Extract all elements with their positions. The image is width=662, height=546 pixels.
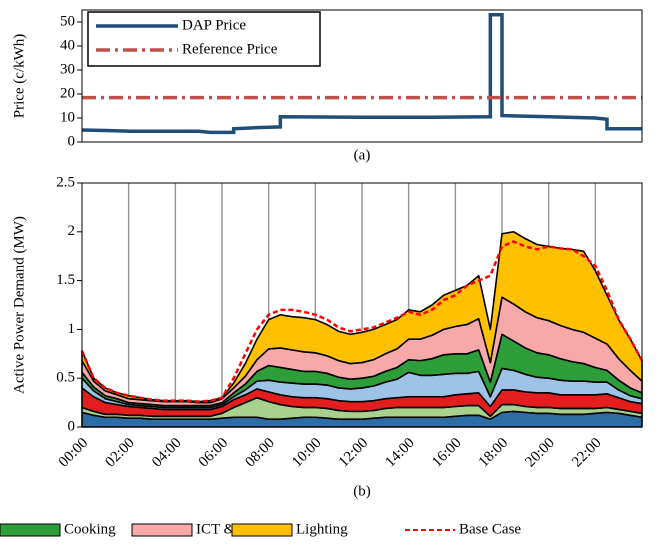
x-tick-label: 16:00: [429, 435, 464, 470]
x-tick-label: 22:00: [569, 435, 604, 470]
x-tick-label: 10:00: [289, 435, 324, 470]
plot-frame: [81, 9, 643, 143]
y-tick-label: 2.5: [56, 174, 75, 190]
x-tick-label: 14:00: [382, 435, 417, 470]
y-axis-label: Active Power Demand (MW): [11, 216, 27, 394]
x-tick-label: 18:00: [476, 435, 511, 470]
y-tick-label: 1: [68, 321, 76, 337]
x-tick-label: 02:00: [102, 435, 137, 470]
y-tick-label: 0.5: [56, 370, 75, 386]
panel-label: (b): [353, 483, 371, 499]
y-axis-label: Price (c/kWh): [11, 34, 27, 119]
legend-swatch: [131, 523, 193, 537]
line: [81, 13, 642, 135]
y-tick-label: 1.5: [56, 272, 75, 288]
legend-label: DAP Price: [182, 17, 246, 33]
legend-label: Base Case: [459, 521, 521, 537]
x-tick-label: 04:00: [149, 435, 184, 470]
y-tick-label: 20: [60, 85, 75, 101]
legend-swatch: [0, 523, 61, 537]
legend-label: Lighting: [296, 521, 348, 537]
x-tick-label: 20:00: [522, 435, 557, 470]
legend-label: Reference Price: [182, 41, 278, 57]
y-tick-label: 50: [60, 13, 75, 29]
y-tick-label: 40: [60, 37, 75, 53]
legend-swatch: [231, 523, 293, 537]
x-tick-label: 00:00: [56, 435, 91, 470]
y-tick-label: 30: [60, 61, 75, 77]
line: [80, 240, 644, 403]
panel-label: (a): [354, 147, 371, 163]
legend-box: [87, 11, 321, 67]
y-tick-label: 0: [68, 133, 76, 149]
x-tick-label: 08:00: [242, 435, 277, 470]
plot-frame: [81, 182, 643, 428]
x-tick-label: 06:00: [196, 435, 231, 470]
y-tick-label: 10: [60, 109, 75, 125]
y-tick-label: 0: [68, 418, 76, 434]
x-tick-label: 12:00: [336, 435, 371, 470]
legend-label: Cooking: [64, 521, 116, 537]
y-tick-label: 2: [68, 223, 76, 239]
